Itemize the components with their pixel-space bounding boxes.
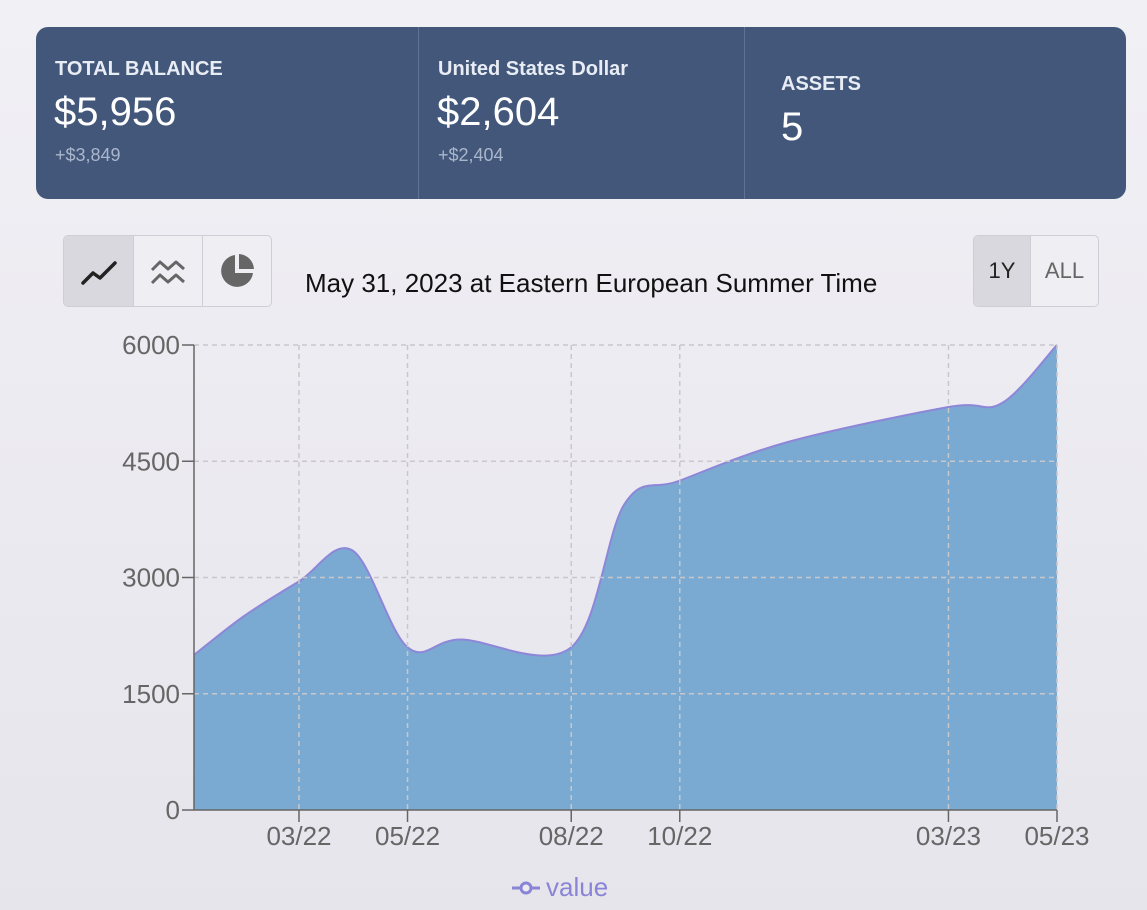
multi-line-chart-button[interactable] — [133, 236, 202, 306]
total-balance-delta: +$3,849 — [55, 145, 121, 165]
assets-label: ASSETS — [781, 73, 862, 95]
chart-legend[interactable]: value — [512, 872, 608, 903]
usd-panel: United States Dollar $2,604 +$2,404 — [418, 27, 744, 199]
usd-value: $2,604 — [437, 90, 560, 134]
line-chart-icon — [80, 261, 117, 285]
x-tick-label: 10/22 — [647, 821, 712, 851]
y-tick-label: 1500 — [122, 679, 180, 709]
area-series-value — [194, 345, 1057, 810]
x-tick-label: 05/23 — [1024, 821, 1089, 851]
legend-label-value: value — [546, 872, 609, 902]
x-tick-label: 03/23 — [916, 821, 981, 851]
usd-label: United States Dollar — [438, 58, 629, 80]
line-series-value — [193, 344, 1058, 657]
y-tick-label: 3000 — [122, 563, 180, 593]
pie-chart-button[interactable] — [202, 236, 271, 306]
y-tick-label: 4500 — [122, 446, 180, 476]
chart-type-toggle — [63, 235, 272, 307]
balance-summary: TOTAL BALANCE $5,956 +$3,849 United Stat… — [36, 27, 1126, 199]
multi-line-chart-icon — [150, 260, 185, 285]
legend-line-circle-icon — [512, 881, 540, 894]
time-range-toggle: 1Y ALL — [973, 235, 1099, 307]
total-balance-label: TOTAL BALANCE — [55, 58, 223, 80]
total-balance-value: $5,956 — [54, 90, 177, 134]
y-tick-label: 6000 — [122, 330, 180, 360]
range-1y-button[interactable]: 1Y — [974, 236, 1030, 306]
chart-title: May 31, 2023 at Eastern European Summer … — [305, 268, 878, 298]
assets-value: 5 — [781, 105, 804, 149]
y-tick-label: 0 — [166, 795, 180, 825]
line-chart-button[interactable] — [64, 236, 133, 306]
range-all-button[interactable]: ALL — [1030, 236, 1098, 306]
x-tick-label: 08/22 — [539, 821, 604, 851]
pie-chart-icon — [221, 254, 254, 287]
assets-panel: ASSETS 5 — [744, 27, 1126, 199]
x-tick-label: 03/22 — [266, 821, 331, 851]
total-balance-panel: TOTAL BALANCE $5,956 +$3,849 — [36, 27, 418, 199]
usd-delta: +$2,404 — [438, 145, 504, 165]
x-tick-label: 05/22 — [375, 821, 440, 851]
